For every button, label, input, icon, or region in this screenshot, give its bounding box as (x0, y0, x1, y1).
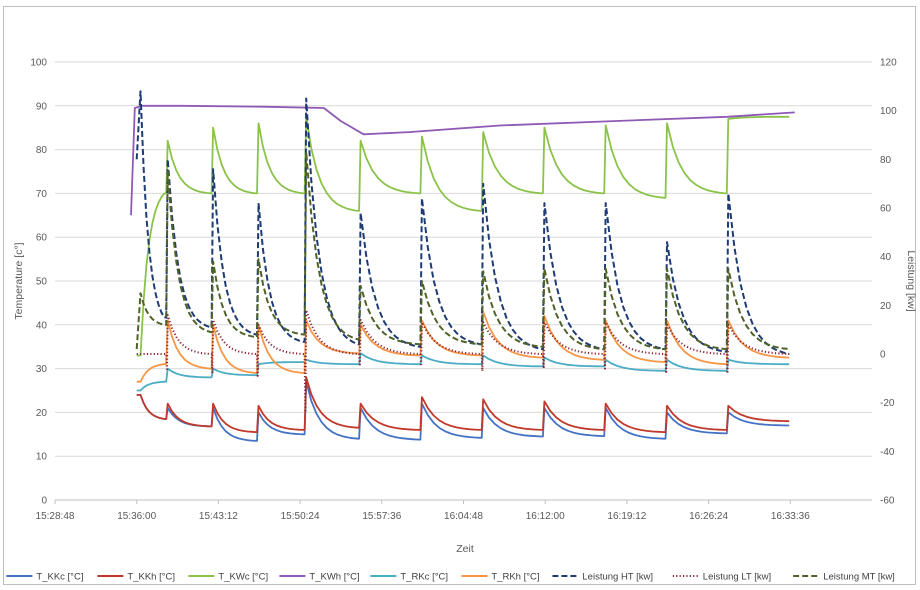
y2-tick-label: -60 (880, 496, 895, 507)
y-tick-label: 80 (36, 145, 48, 156)
y-tick-label: 20 (36, 408, 48, 419)
legend-label-leistung-ht-kw: Leistung HT [kw] (582, 572, 653, 583)
y-tick-label: 40 (36, 320, 48, 331)
x-tick-label: 15:50:24 (281, 511, 320, 522)
y-tick-label: 30 (36, 364, 48, 375)
series-line-t-kwc-c (136, 115, 790, 357)
y-tick-label: 10 (36, 452, 48, 463)
legend-label-leistung-mt-kw: Leistung MT [kw] (823, 572, 895, 583)
x-axis-label: Zeit (456, 543, 474, 555)
legend: T_KKc [°C] T_KKh [°C] T_KWc [°C] T_KWh [°C]… (6, 572, 895, 583)
legend-label-t-kkh-c: T_KKh [°C] (127, 572, 175, 583)
x-tick-label: 15:57:36 (362, 511, 401, 522)
y-tick-label: 100 (30, 58, 47, 69)
legend-label-t-kwh-c: T_KWh [°C] (309, 572, 359, 583)
y2-tick-label: 20 (880, 301, 892, 312)
y2-tick-label: -40 (880, 447, 895, 458)
x-tick-label: 15:36:00 (117, 511, 156, 522)
x-tick-label: 15:28:48 (36, 511, 75, 522)
y2-tick-label: 60 (880, 204, 892, 215)
legend-label-t-kwc-c: T_KWc [°C] (218, 572, 268, 583)
y-tick-label: 50 (36, 277, 48, 288)
y-tick-label: 90 (36, 101, 48, 112)
tick-labels: 0 10 20 30 40 50 60 70 80 90 100 -60 -40 -20 0 20 40 60 80… (30, 58, 897, 523)
y-tick-label: 70 (36, 189, 48, 200)
y2-axis-label: Leistung [kw] (905, 250, 917, 311)
series-line-t-rkh-c (136, 310, 790, 383)
x-tick-label: 16:26:24 (689, 511, 728, 522)
legend-label-t-rkc-c: T_RKc [°C] (400, 572, 448, 583)
y2-tick-label: 0 (880, 350, 886, 361)
y2-tick-label: 100 (880, 106, 897, 117)
y2-tick-label: 80 (880, 155, 892, 166)
legend-label-t-rkh-c: T_RKh [°C] (491, 572, 539, 583)
legend-label-leistung-lt-kw: Leistung LT [kw] (703, 572, 771, 583)
x-tick-label: 15:43:12 (199, 511, 238, 522)
y-tick-label: 60 (36, 233, 48, 244)
series-line-t-kwh-c (130, 104, 795, 216)
x-tick-label: 16:19:12 (607, 511, 646, 522)
axes (54, 499, 872, 504)
series-line-t-kkh-c (136, 376, 790, 434)
y2-tick-label: 40 (880, 252, 892, 263)
series-line-leistung-mt-kw (135, 151, 790, 351)
y-tick-label: 0 (41, 496, 47, 507)
series-group (130, 90, 795, 442)
x-tick-label: 16:33:36 (771, 511, 810, 522)
y2-tick-label: 120 (880, 58, 897, 69)
legend-label-t-kkc-c: T_KKc [°C] (36, 572, 83, 583)
x-tick-label: 16:12:00 (526, 511, 565, 522)
y2-tick-label: -20 (880, 398, 895, 409)
y-axis-label: Temperature [c°] (13, 242, 25, 319)
x-tick-label: 16:04:48 (444, 511, 483, 522)
